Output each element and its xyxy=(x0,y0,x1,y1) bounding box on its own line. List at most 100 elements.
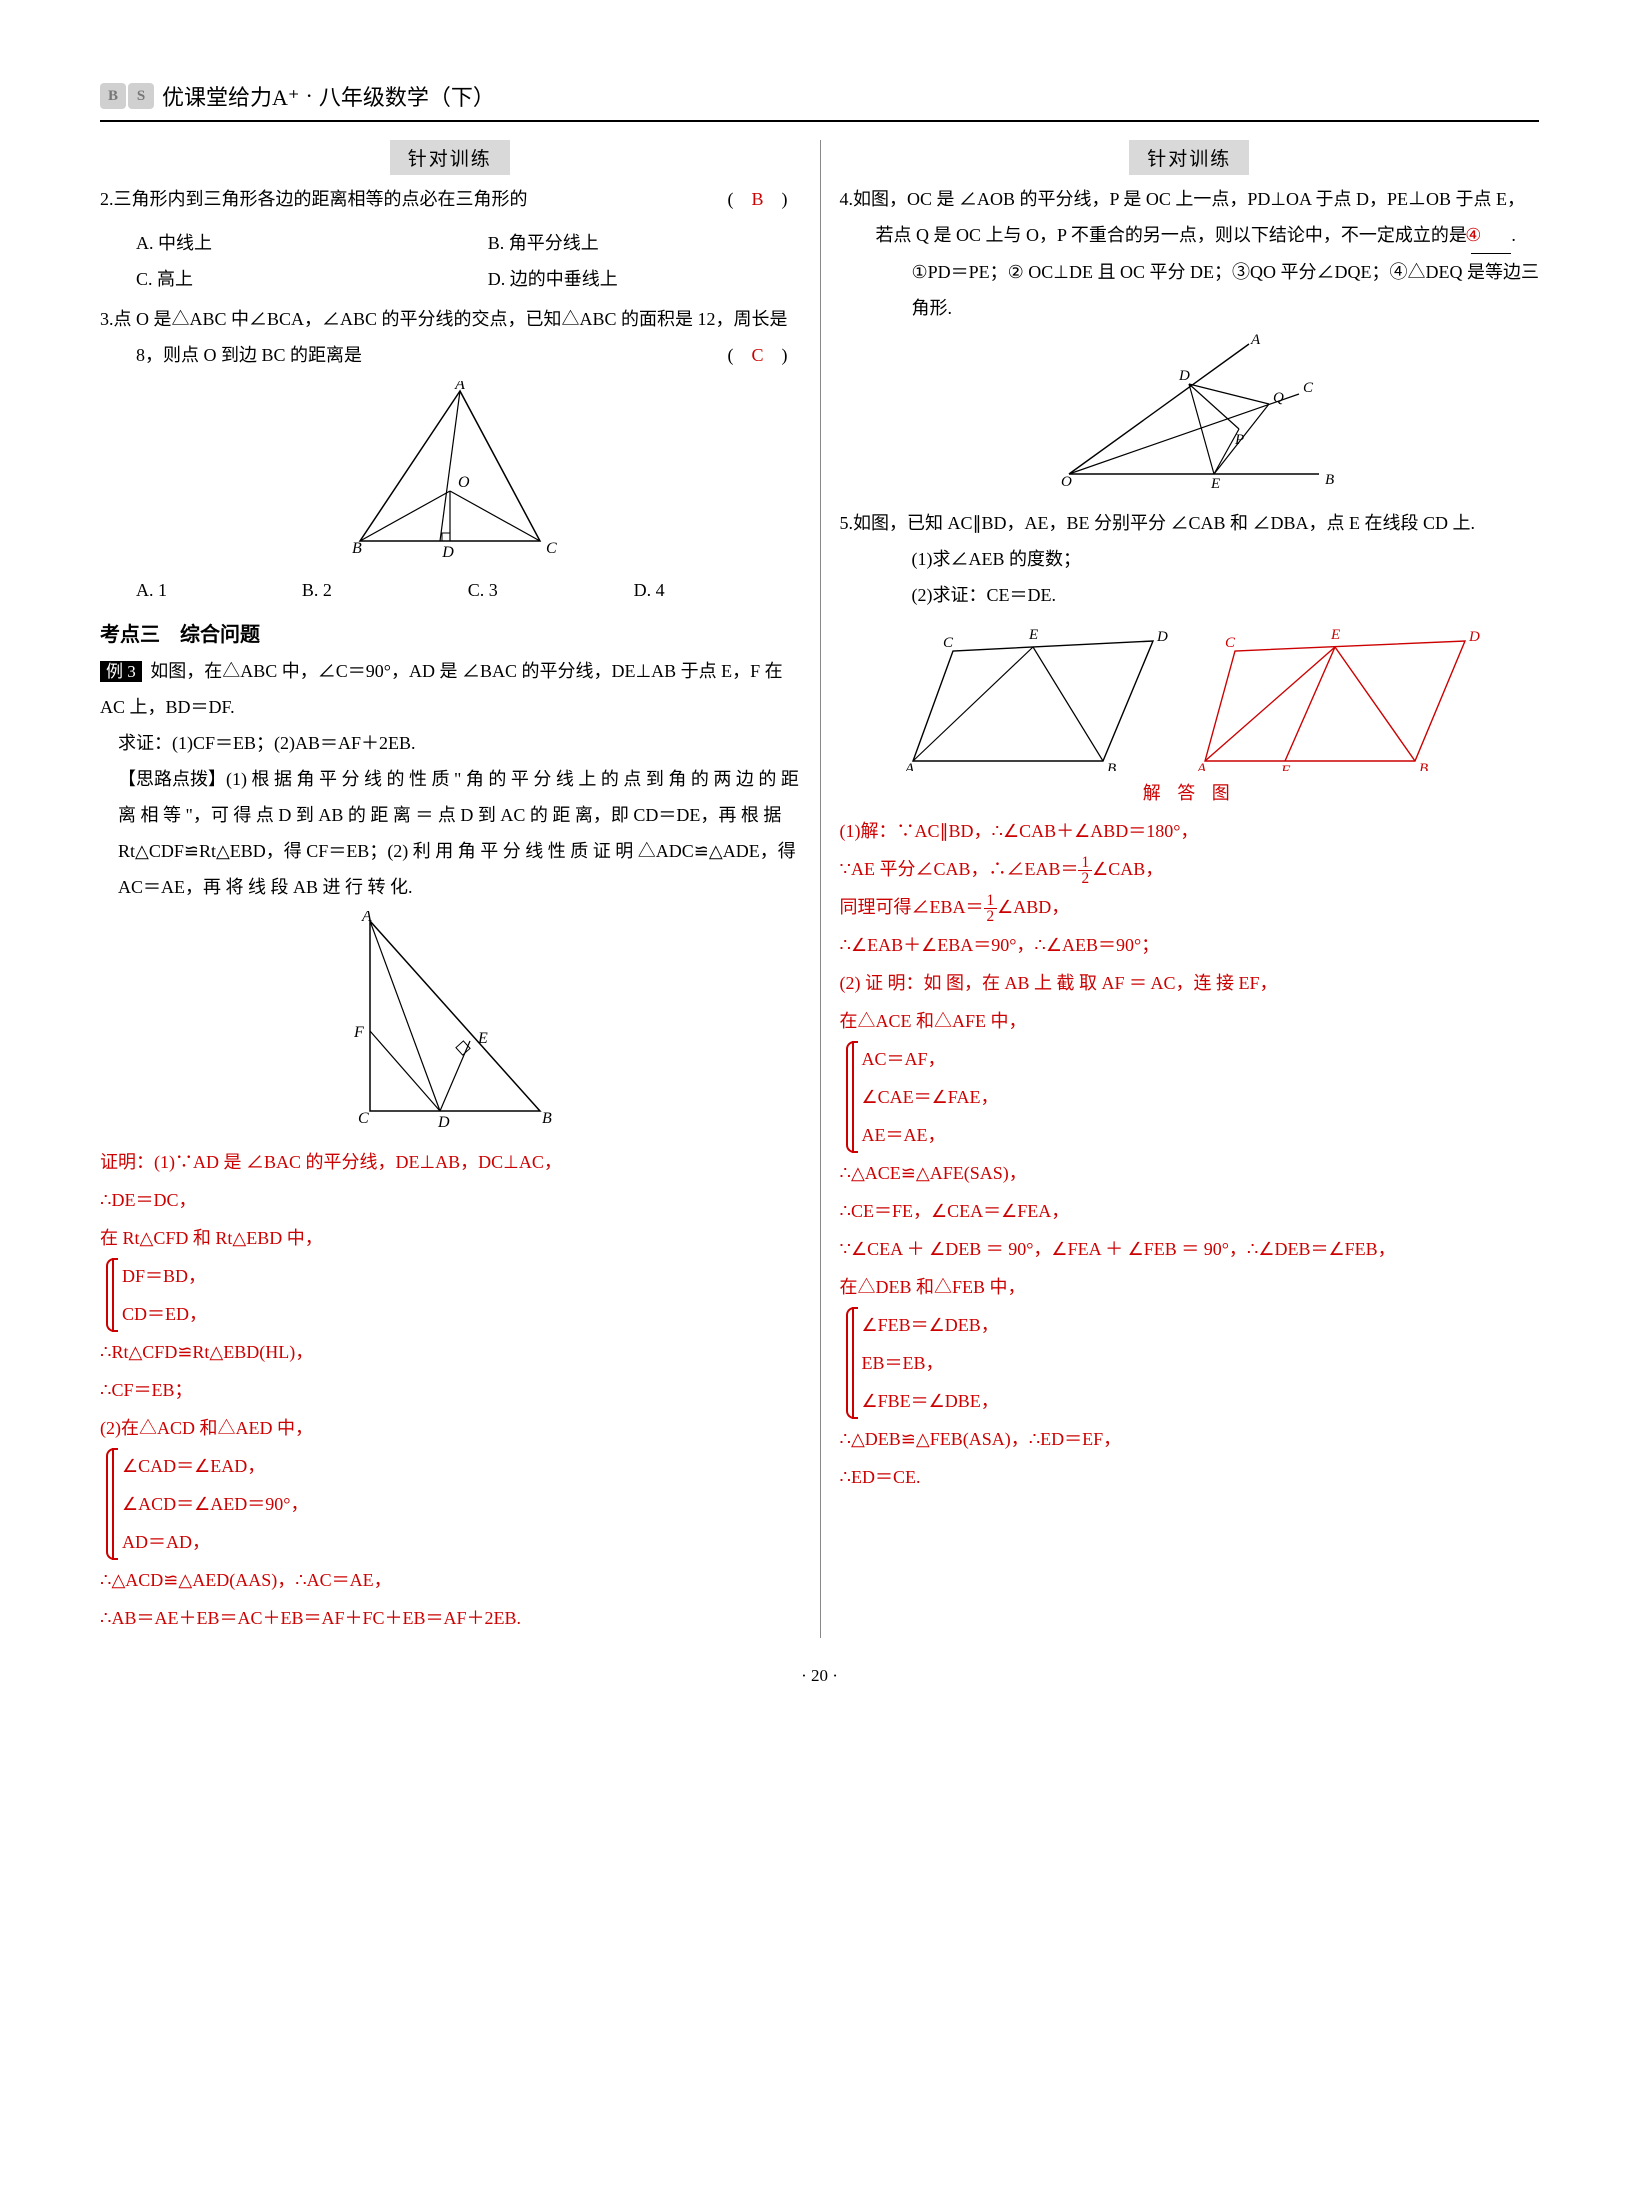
grade-text: 八年级数学（下） xyxy=(319,80,495,112)
ex3-line1: 如图，在△ABC 中，∠C＝90°，AD 是 ∠BAC 的平分线，DE⊥AB 于… xyxy=(100,661,783,717)
header-dot: · xyxy=(306,83,313,109)
svg-text:C: C xyxy=(943,635,954,651)
right-ribbon-label: 针对训练 xyxy=(1129,140,1249,175)
rp6: 在△ACE 和△AFE 中， xyxy=(840,1003,1540,1039)
svg-text:O: O xyxy=(1061,474,1072,490)
q2-opt-b: B. 角平分线上 xyxy=(488,225,800,261)
rp2: ∵AE 平分∠CAB，∴∠EAB＝12∠CAB， xyxy=(840,851,1540,887)
svg-text:C: C xyxy=(1225,635,1236,651)
q3-opt-c: C. 3 xyxy=(468,572,634,608)
ex3-hint: 【思路点拨】(1) 根 据 角 平 分 线 的 性 质 " 角 的 平 分 线 … xyxy=(100,761,800,905)
logo: B S xyxy=(100,83,156,109)
pf-l3: 在 Rt△CFD 和 Rt△EBD 中， xyxy=(100,1220,800,1256)
q3-opt-d: D. 4 xyxy=(634,572,800,608)
svg-text:Q: Q xyxy=(1273,390,1284,406)
example-3: 例 3 如图，在△ABC 中，∠C＝90°，AD 是 ∠BAC 的平分线，DE⊥… xyxy=(100,653,800,905)
rp10: 在△DEB 和△FEB 中， xyxy=(840,1269,1540,1305)
svg-text:B: B xyxy=(542,1110,552,1127)
left-column: 针对训练 2.三角形内到三角形各边的距离相等的点必在三角形的 ( B ) A. … xyxy=(100,140,800,1638)
svg-text:E: E xyxy=(1028,627,1038,643)
q2-answer: B xyxy=(751,189,763,209)
q3-options: A. 1 B. 2 C. 3 D. 4 xyxy=(100,572,800,608)
example-3-label: 例 3 xyxy=(100,661,142,682)
q5-proof: (1)解：∵AC∥BD，∴∠CAB＋∠ABD＝180°， ∵AE 平分∠CAB，… xyxy=(840,813,1540,1495)
svg-text:A: A xyxy=(454,381,465,393)
half-frac-1: 12 xyxy=(1078,855,1092,887)
q5-sub1: (1)求∠AEB 的度数； xyxy=(876,541,1540,577)
rp8: ∴CE＝FE，∠CEA＝∠FEA， xyxy=(840,1193,1540,1229)
q4-choices: ①PD＝PE；② OC⊥DE 且 OC 平分 DE；③QO 平分∠DQE；④△D… xyxy=(876,254,1540,326)
rp12: ∴ED＝CE. xyxy=(840,1459,1540,1495)
page-header: B S 优课堂给力A⁺ · 八年级数学（下） xyxy=(100,80,1539,112)
kaodian-3-heading: 考点三 综合问题 xyxy=(100,618,800,647)
q5-num: 5. xyxy=(840,513,854,533)
r-brace-1: AC＝AF， ∠CAE＝∠FAE， AE＝AE， xyxy=(852,1041,1540,1153)
rbr1a: AC＝AF， xyxy=(862,1041,1540,1077)
solution-figure-label: 解 答 图 xyxy=(840,779,1540,805)
svg-text:D: D xyxy=(1156,629,1168,645)
pf-l6: (2)在△ACD 和△AED 中， xyxy=(100,1410,800,1446)
pf-br1b: CD＝ED， xyxy=(122,1296,800,1332)
header-rule xyxy=(100,120,1539,122)
rbr2a: ∠FEB＝∠DEB， xyxy=(862,1307,1540,1343)
q3-figure: A B C D O xyxy=(100,381,800,566)
q3-opt-b: B. 2 xyxy=(302,572,468,608)
pf-br1a: DF＝BD， xyxy=(122,1258,800,1294)
svg-text:F: F xyxy=(1280,763,1291,771)
svg-text:P: P xyxy=(1234,432,1244,448)
q2-opt-a: A. 中线上 xyxy=(136,225,448,261)
q4-num: 4. xyxy=(840,189,854,209)
pf-br2b: ∠ACD＝∠AED＝90°， xyxy=(122,1486,800,1522)
pf-brace-2: ∠CAD＝∠EAD， ∠ACD＝∠AED＝90°， AD＝AD， xyxy=(112,1448,800,1560)
q2-options-row2: C. 高上 D. 边的中垂线上 xyxy=(100,261,800,297)
ex3-hint-label: 【思路点拨】 xyxy=(118,769,226,789)
svg-text:D: D xyxy=(437,1114,450,1131)
svg-text:E: E xyxy=(1330,627,1340,643)
rbr1c: AE＝AE， xyxy=(862,1117,1540,1153)
q4-answer: ④ xyxy=(1471,217,1511,254)
half-frac-2: 12 xyxy=(984,893,998,925)
logo-b: B xyxy=(100,83,126,109)
pf-brace-1: DF＝BD， CD＝ED， xyxy=(112,1258,800,1332)
svg-text:C: C xyxy=(546,540,557,557)
svg-text:O: O xyxy=(458,474,470,491)
logo-s: S xyxy=(128,83,154,109)
ex3-triangle-svg: A B C D E F xyxy=(330,911,570,1131)
svg-text:D: D xyxy=(1468,629,1480,645)
ex3-line2: 求证：(1)CF＝EB；(2)AB＝AF＋2EB. xyxy=(100,725,800,761)
rp9: ∵∠CEA ＋ ∠DEB ＝ 90°，∠FEA ＋ ∠FEB ＝ 90°，∴∠D… xyxy=(840,1231,1540,1267)
svg-text:B: B xyxy=(1325,472,1334,488)
q2-num: 2. xyxy=(100,189,114,209)
q3-answer-paren: ( C ) xyxy=(763,337,799,373)
pf-br2a: ∠CAD＝∠EAD， xyxy=(122,1448,800,1484)
question-3: 3.点 O 是△ABC 中∠BCA，∠ABC 的平分线的交点，已知△ABC 的面… xyxy=(100,301,800,373)
pf-l4: ∴Rt△CFD≌Rt△EBD(HL)， xyxy=(100,1334,800,1370)
svg-text:C: C xyxy=(1303,380,1314,396)
two-column-layout: 针对训练 2.三角形内到三角形各边的距离相等的点必在三角形的 ( B ) A. … xyxy=(100,140,1539,1638)
svg-text:A: A xyxy=(361,911,372,925)
pf-l2: ∴DE＝DC， xyxy=(100,1182,800,1218)
pf-l1: 证明：(1)∵AD 是 ∠BAC 的平分线，DE⊥AB，DC⊥AC， xyxy=(100,1144,800,1180)
question-4: 4.如图，OC 是 ∠AOB 的平分线，P 是 OC 上一点，PD⊥OA 于点 … xyxy=(840,181,1540,326)
pf-l7: ∴△ACD≌△AED(AAS)，∴AC＝AE， xyxy=(100,1562,800,1598)
left-ribbon-label: 针对训练 xyxy=(390,140,510,175)
rp3: 同理可得∠EBA＝12∠ABD， xyxy=(840,889,1540,925)
svg-text:C: C xyxy=(358,1110,369,1127)
q3-opt-a: A. 1 xyxy=(136,572,302,608)
q3-num: 3. xyxy=(100,309,114,329)
rp1: (1)解：∵AC∥BD，∴∠CAB＋∠ABD＝180°， xyxy=(840,813,1540,849)
q5-figures: A B C D E A B C D E F xyxy=(840,621,1540,771)
svg-text:A: A xyxy=(1196,761,1207,771)
rp11: ∴△DEB≌△FEB(ASA)，∴ED＝EF， xyxy=(840,1421,1540,1457)
rp7: ∴△ACE≌△AFE(SAS)， xyxy=(840,1155,1540,1191)
svg-text:B: B xyxy=(1419,761,1428,771)
brand-text: 优课堂给力A⁺ xyxy=(162,80,300,112)
ex3-proof: 证明：(1)∵AD 是 ∠BAC 的平分线，DE⊥AB，DC⊥AC， ∴DE＝D… xyxy=(100,1144,800,1636)
rp5: (2) 证 明：如 图，在 AB 上 截 取 AF ＝ AC，连 接 EF， xyxy=(840,965,1540,1001)
q2-text: 三角形内到三角形各边的距离相等的点必在三角形的 xyxy=(114,189,528,209)
q5-text: 如图，已知 AC∥BD，AE，BE 分别平分 ∠CAB 和 ∠DBA，点 E 在… xyxy=(853,513,1475,533)
svg-text:A: A xyxy=(1250,334,1261,348)
ex3-figure: A B C D E F xyxy=(100,911,800,1136)
pf-br2c: AD＝AD， xyxy=(122,1524,800,1560)
svg-text:D: D xyxy=(441,544,454,561)
